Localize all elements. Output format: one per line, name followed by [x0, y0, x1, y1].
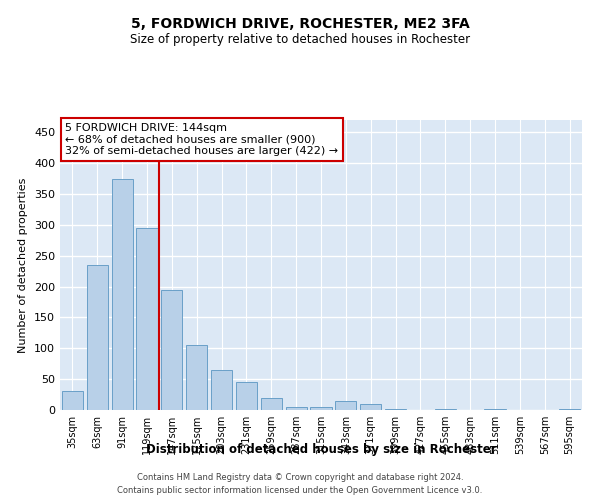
- Bar: [136, 228, 158, 410]
- Text: Contains public sector information licensed under the Open Government Licence v3: Contains public sector information licen…: [118, 486, 482, 495]
- Text: Distribution of detached houses by size in Rochester: Distribution of detached houses by size …: [146, 442, 496, 456]
- Bar: [385, 409, 406, 410]
- Text: Size of property relative to detached houses in Rochester: Size of property relative to detached ho…: [130, 32, 470, 46]
- Bar: [310, 407, 332, 410]
- Bar: [112, 178, 133, 410]
- Bar: [236, 382, 257, 410]
- Bar: [87, 265, 108, 410]
- Bar: [186, 345, 207, 410]
- Bar: [261, 398, 282, 410]
- Y-axis label: Number of detached properties: Number of detached properties: [19, 178, 28, 352]
- Bar: [484, 409, 506, 410]
- Bar: [559, 409, 580, 410]
- Text: 5 FORDWICH DRIVE: 144sqm
← 68% of detached houses are smaller (900)
32% of semi-: 5 FORDWICH DRIVE: 144sqm ← 68% of detach…: [65, 123, 338, 156]
- Bar: [286, 407, 307, 410]
- Bar: [360, 404, 381, 410]
- Text: Contains HM Land Registry data © Crown copyright and database right 2024.: Contains HM Land Registry data © Crown c…: [137, 472, 463, 482]
- Bar: [435, 409, 456, 410]
- Bar: [62, 392, 83, 410]
- Bar: [161, 290, 182, 410]
- Bar: [211, 370, 232, 410]
- Bar: [335, 400, 356, 410]
- Text: 5, FORDWICH DRIVE, ROCHESTER, ME2 3FA: 5, FORDWICH DRIVE, ROCHESTER, ME2 3FA: [131, 18, 469, 32]
